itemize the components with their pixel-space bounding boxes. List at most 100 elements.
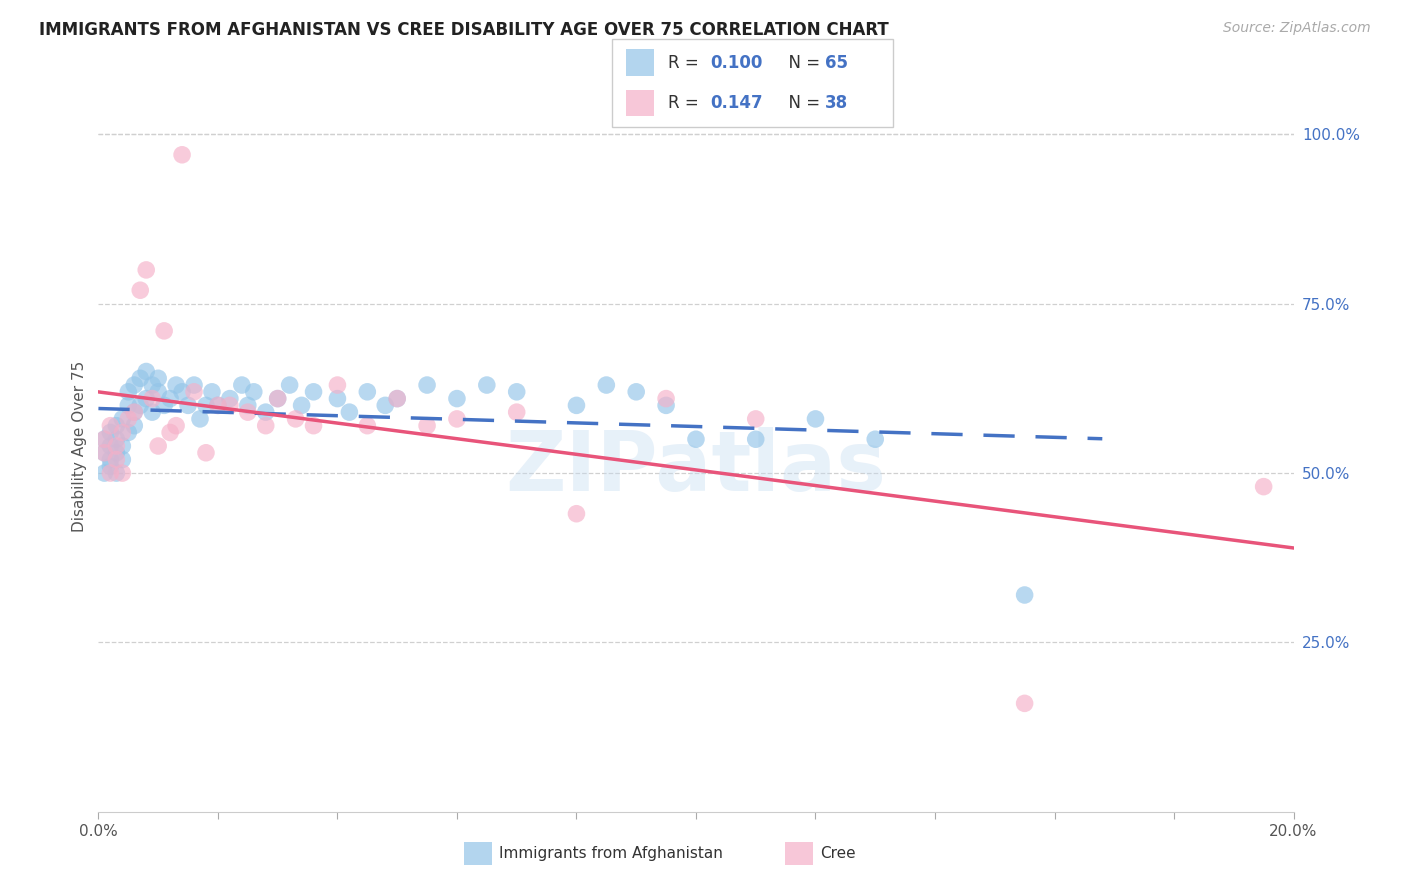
Point bbox=[105, 452, 128, 467]
Y-axis label: Disability Age Over 75: Disability Age Over 75 bbox=[72, 360, 87, 532]
Point bbox=[105, 439, 128, 453]
Point bbox=[475, 378, 498, 392]
Point bbox=[745, 432, 768, 446]
Point bbox=[111, 412, 134, 426]
Point bbox=[172, 384, 194, 399]
Point bbox=[416, 418, 439, 433]
Point bbox=[141, 378, 163, 392]
Point bbox=[446, 412, 468, 426]
Point bbox=[135, 364, 157, 378]
Point bbox=[135, 263, 157, 277]
Point bbox=[129, 398, 152, 412]
Text: 38: 38 bbox=[825, 94, 848, 112]
Point bbox=[129, 283, 152, 297]
Point bbox=[183, 378, 205, 392]
Text: ZIPatlas: ZIPatlas bbox=[506, 427, 886, 508]
Point bbox=[339, 405, 361, 419]
Point bbox=[148, 371, 170, 385]
Point bbox=[159, 392, 181, 406]
Point bbox=[105, 446, 128, 460]
Point bbox=[254, 405, 277, 419]
Text: IMMIGRANTS FROM AFGHANISTAN VS CREE DISABILITY AGE OVER 75 CORRELATION CHART: IMMIGRANTS FROM AFGHANISTAN VS CREE DISA… bbox=[39, 21, 889, 39]
Text: R =: R = bbox=[668, 54, 704, 72]
Point bbox=[302, 384, 325, 399]
Point bbox=[93, 466, 115, 480]
Point bbox=[278, 378, 301, 392]
Point bbox=[595, 378, 617, 392]
Text: Immigrants from Afghanistan: Immigrants from Afghanistan bbox=[499, 847, 723, 861]
Point bbox=[207, 398, 229, 412]
Point bbox=[188, 412, 211, 426]
Point bbox=[1014, 697, 1036, 711]
Point bbox=[385, 392, 409, 406]
Text: Cree: Cree bbox=[820, 847, 855, 861]
Point bbox=[254, 418, 277, 433]
Point bbox=[105, 432, 128, 446]
Point bbox=[111, 439, 134, 453]
Point bbox=[267, 392, 290, 406]
Point bbox=[117, 412, 139, 426]
Point bbox=[148, 384, 170, 399]
Point bbox=[655, 392, 678, 406]
Point bbox=[177, 398, 200, 412]
Text: 0.100: 0.100 bbox=[710, 54, 762, 72]
Point bbox=[326, 392, 349, 406]
Point bbox=[98, 439, 122, 453]
Text: 0.147: 0.147 bbox=[710, 94, 762, 112]
Point bbox=[326, 378, 349, 392]
Point bbox=[172, 148, 194, 162]
Point bbox=[219, 392, 242, 406]
Point bbox=[291, 398, 314, 412]
Point bbox=[267, 392, 290, 406]
Point bbox=[111, 425, 134, 440]
Point bbox=[626, 384, 648, 399]
Point bbox=[117, 425, 139, 440]
Point bbox=[98, 418, 122, 433]
Point bbox=[565, 507, 588, 521]
Point bbox=[117, 398, 139, 412]
Text: N =: N = bbox=[778, 94, 825, 112]
Point bbox=[284, 412, 307, 426]
Point bbox=[98, 452, 122, 467]
Point bbox=[93, 446, 115, 460]
Point bbox=[153, 398, 176, 412]
Point bbox=[207, 398, 229, 412]
Point bbox=[374, 398, 396, 412]
Point bbox=[236, 398, 259, 412]
Point bbox=[165, 378, 187, 392]
Point bbox=[416, 378, 439, 392]
Point bbox=[141, 405, 163, 419]
Point bbox=[159, 425, 181, 440]
Point bbox=[243, 384, 266, 399]
Text: Source: ZipAtlas.com: Source: ZipAtlas.com bbox=[1223, 21, 1371, 36]
Text: N =: N = bbox=[778, 54, 825, 72]
Point bbox=[655, 398, 678, 412]
Point bbox=[129, 371, 152, 385]
Point bbox=[356, 418, 378, 433]
Point bbox=[135, 392, 157, 406]
Point bbox=[1253, 480, 1275, 494]
Point bbox=[804, 412, 827, 426]
Point bbox=[117, 384, 139, 399]
Point bbox=[446, 392, 468, 406]
Point bbox=[865, 432, 887, 446]
Point bbox=[201, 384, 224, 399]
Point bbox=[685, 432, 707, 446]
Point bbox=[165, 418, 187, 433]
Point bbox=[124, 418, 146, 433]
Point bbox=[1014, 588, 1036, 602]
Point bbox=[98, 459, 122, 474]
Point bbox=[565, 398, 588, 412]
Point bbox=[195, 398, 218, 412]
Point bbox=[111, 452, 134, 467]
Point bbox=[302, 418, 325, 433]
Point bbox=[506, 384, 529, 399]
Point bbox=[195, 446, 218, 460]
Point bbox=[385, 392, 409, 406]
Point bbox=[183, 384, 205, 399]
Text: R =: R = bbox=[668, 94, 704, 112]
Point bbox=[153, 324, 176, 338]
Point bbox=[98, 425, 122, 440]
Point bbox=[356, 384, 378, 399]
Point bbox=[219, 398, 242, 412]
